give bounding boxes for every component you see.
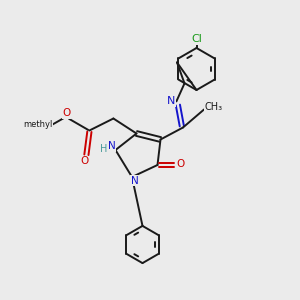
Text: O: O [62,108,71,118]
Text: O: O [81,156,89,167]
Text: O: O [177,159,185,170]
Text: H: H [100,144,108,154]
Text: Cl: Cl [191,34,202,44]
Text: methyl: methyl [23,120,53,129]
Text: N: N [130,176,138,186]
Text: N: N [108,141,116,152]
Text: CH₃: CH₃ [205,102,223,112]
Text: N: N [167,96,175,106]
